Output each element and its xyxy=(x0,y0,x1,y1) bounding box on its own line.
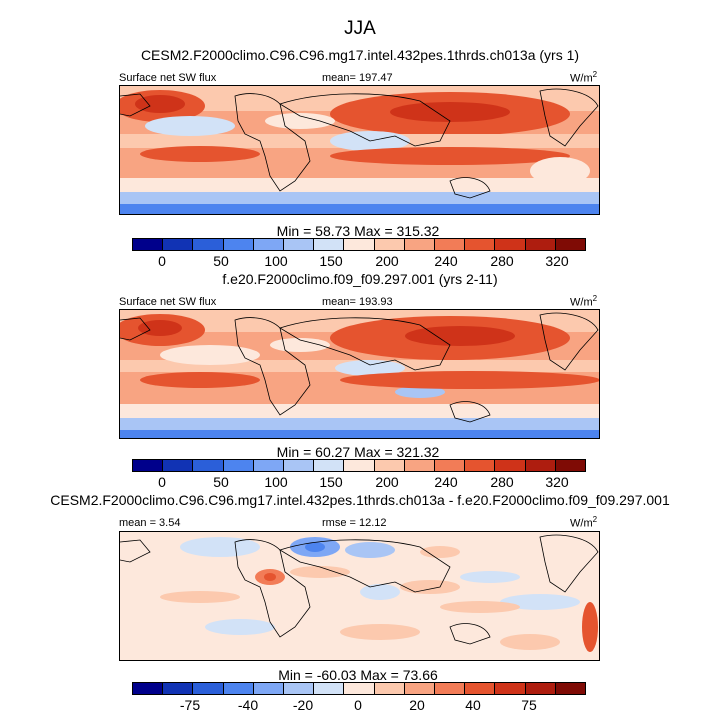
colorbar-swatch xyxy=(163,460,194,471)
colorbar-swatch xyxy=(495,239,526,250)
panel-2-minmax: Min = 60.27 Max = 321.32 xyxy=(276,444,440,460)
panel-1-units: W/m2 xyxy=(570,70,598,85)
panel-1-colorbar xyxy=(132,238,586,251)
colorbar-tick-label: 50 xyxy=(213,253,229,269)
colorbar-tick-label: 200 xyxy=(375,253,399,269)
colorbar-swatch xyxy=(253,460,285,471)
panel-1-title: CESM2.F2000climo.C96.C96.mg17.intel.432p… xyxy=(140,47,580,63)
colorbar-tick-label: -75 xyxy=(179,697,201,713)
colorbar-tick-label: 0 xyxy=(158,474,166,490)
colorbar-tick-label: 0 xyxy=(158,253,166,269)
colorbar-swatch xyxy=(525,239,556,250)
colorbar-swatch xyxy=(374,683,405,694)
colorbar-tick-label: 100 xyxy=(264,253,288,269)
panel-3-units: W/m2 xyxy=(570,515,598,530)
colorbar-tick-label: 100 xyxy=(264,474,288,490)
panel-3-title: CESM2.F2000climo.C96.C96.mg17.intel.432p… xyxy=(50,492,670,508)
colorbar-swatch xyxy=(133,460,164,471)
colorbar-swatch xyxy=(344,683,375,694)
colorbar-tick-label: 40 xyxy=(465,697,481,713)
colorbar-swatch xyxy=(525,460,556,471)
colorbar-tick-label: 240 xyxy=(434,253,458,269)
colorbar-tick-label: 320 xyxy=(545,253,569,269)
colorbar-tick-label: 20 xyxy=(409,697,425,713)
colorbar-swatch xyxy=(435,683,466,694)
colorbar-tick-label: -20 xyxy=(292,697,314,713)
colorbar-tick-label: 150 xyxy=(319,474,343,490)
panel-2-colorbar xyxy=(132,459,586,472)
colorbar-tick-label: 0 xyxy=(354,697,362,713)
colorbar-tick-label: 50 xyxy=(213,474,229,490)
colorbar-tick-label: 200 xyxy=(375,474,399,490)
colorbar-swatch xyxy=(344,239,375,250)
panel-3-colorbar xyxy=(132,682,586,695)
panel-2-mean-label: mean= 193.93 xyxy=(322,296,393,308)
colorbar-swatch xyxy=(465,239,496,250)
colorbar-swatch xyxy=(193,460,224,471)
colorbar-swatch xyxy=(314,239,345,250)
colorbar-swatch xyxy=(223,239,254,250)
colorbar-swatch xyxy=(435,239,466,250)
panel-2-variable-label: Surface net SW flux xyxy=(119,296,217,308)
colorbar-swatch xyxy=(284,683,315,694)
panel-2-map xyxy=(119,309,600,439)
panel-1-minmax: Min = 58.73 Max = 315.32 xyxy=(276,223,440,239)
colorbar-swatch xyxy=(555,239,586,250)
colorbar-swatch xyxy=(404,683,436,694)
colorbar-swatch xyxy=(284,239,315,250)
colorbar-swatch xyxy=(284,460,315,471)
colorbar-swatch xyxy=(163,239,194,250)
colorbar-swatch xyxy=(555,683,586,694)
colorbar-swatch xyxy=(344,460,375,471)
colorbar-tick-label: 280 xyxy=(490,474,514,490)
colorbar-tick-label: -40 xyxy=(237,697,259,713)
colorbar-tick-label: 320 xyxy=(545,474,569,490)
colorbar-swatch xyxy=(253,239,285,250)
colorbar-swatch xyxy=(133,683,164,694)
colorbar-swatch xyxy=(163,683,194,694)
figure-title: JJA xyxy=(344,18,376,39)
colorbar-tick-label: 150 xyxy=(319,253,343,269)
colorbar-tick-label: 280 xyxy=(490,253,514,269)
colorbar-swatch xyxy=(314,683,345,694)
colorbar-swatch xyxy=(495,683,526,694)
colorbar-swatch xyxy=(495,460,526,471)
colorbar-swatch xyxy=(465,460,496,471)
colorbar-swatch xyxy=(404,460,436,471)
colorbar-swatch xyxy=(314,460,345,471)
colorbar-swatch xyxy=(374,239,405,250)
panel-3-minmax: Min = -60.03 Max = 73.66 xyxy=(278,667,438,683)
colorbar-tick-label: 75 xyxy=(521,697,537,713)
colorbar-swatch xyxy=(193,239,224,250)
colorbar-swatch xyxy=(133,239,164,250)
colorbar-tick-label: 240 xyxy=(434,474,458,490)
colorbar-swatch xyxy=(193,683,224,694)
panel-2-title: f.e20.F2000climo.f09_f09.297.001 (yrs 2-… xyxy=(222,271,498,287)
panel-1-mean-label: mean= 197.47 xyxy=(322,72,393,84)
panel-3-mean-label: mean = 3.54 xyxy=(119,517,181,529)
panel-1-map xyxy=(119,85,600,215)
colorbar-swatch xyxy=(435,460,466,471)
panel-1-variable-label: Surface net SW flux xyxy=(119,72,217,84)
panel-3-map xyxy=(119,531,600,661)
colorbar-swatch xyxy=(223,683,254,694)
colorbar-swatch xyxy=(465,683,496,694)
panel-2-units: W/m2 xyxy=(570,294,598,309)
colorbar-swatch xyxy=(404,239,436,250)
colorbar-swatch xyxy=(223,460,254,471)
colorbar-swatch xyxy=(253,683,285,694)
panel-3-rmse-label: rmse = 12.12 xyxy=(322,517,387,529)
colorbar-swatch xyxy=(555,460,586,471)
colorbar-swatch xyxy=(374,460,405,471)
colorbar-swatch xyxy=(525,683,556,694)
